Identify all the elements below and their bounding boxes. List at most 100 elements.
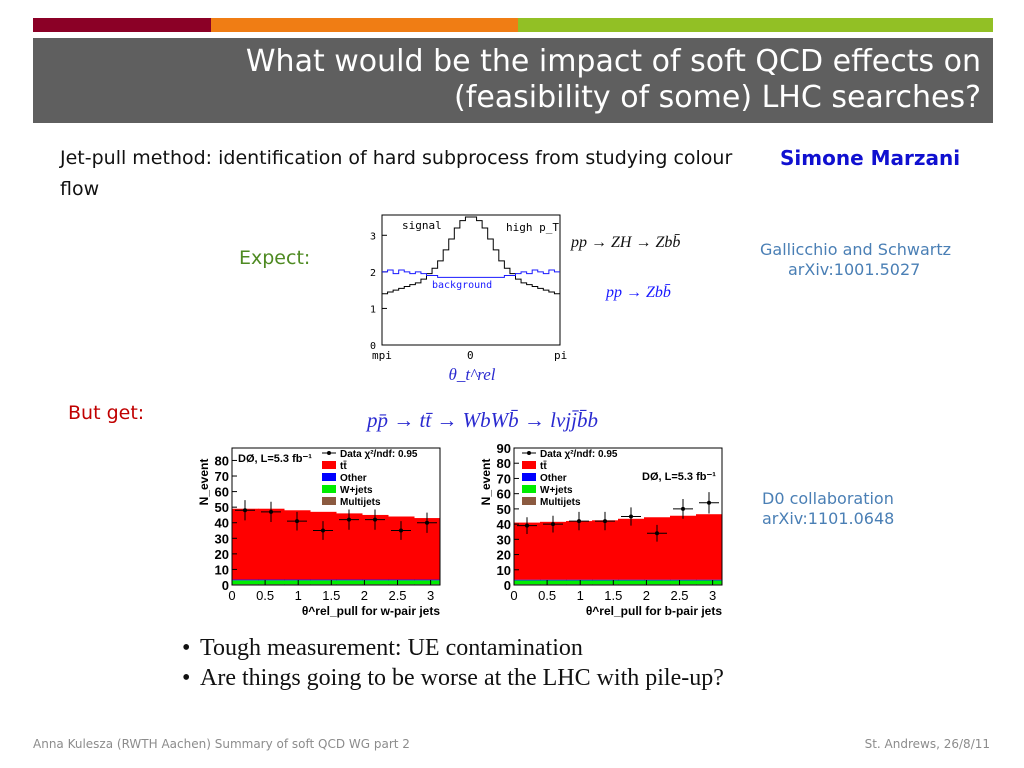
accent-bar-green [518,18,993,32]
reference-gallicchio-authors: Gallicchio and Schwartz [760,240,952,259]
chart1-xlabel: θ_t^rel [449,365,496,384]
chart2-bar-wjets [310,580,337,585]
chart1-annotation-background: background [432,280,492,291]
chart3-data-point [681,506,685,511]
chart3-xtick-label: 0 [510,588,517,603]
slide-title: What would be the impact of soft QCD eff… [245,44,981,115]
chart3-xtick-label: 1 [577,588,584,603]
accent-bar-orange [211,18,518,32]
title-box: What would be the impact of soft QCD eff… [33,38,993,123]
chart2-xtick-label: 2 [361,588,368,603]
footer-right: St. Andrews, 26/8/11 [864,737,990,751]
chart1-ytick-label: 0 [370,341,376,352]
chart2-ytick-label: 0 [222,578,229,593]
chart3-xlabel: θ^rel_pull for b-pair jets [586,604,723,618]
chart1-annotation-signal: signal [402,219,442,232]
chart3-bar-other [514,579,541,581]
chart2-legend-swatch [322,461,336,469]
chart2-data-point [321,528,325,533]
chart1-xtick-0: 0 [467,349,474,362]
chart3-bar-wjets [592,580,619,585]
chart3-ylabel: N_event [479,459,493,506]
chart2-legend-label: Data χ²/ndf: 0.95 [340,449,418,460]
chart2-bar-other [232,579,259,581]
chart3-legend-marker [527,451,531,455]
chart3-bar-tt [592,520,619,580]
chart3-bar-wjets [540,580,567,585]
reference-d0-arxiv: arXiv:1101.0648 [762,509,895,528]
reference-d0-collab: D0 collaboration [762,489,894,508]
chart3-legend-swatch [522,485,536,493]
chart3-bar-wjets [644,580,671,585]
chart1-ytick-label: 2 [370,268,376,279]
chart3-legend-label: tt̄ [540,460,547,472]
chart3-data-point [655,531,659,536]
chart3-ytick-label: 20 [497,548,511,563]
chart2-legend-swatch [322,485,336,493]
chart3-ytick-label: 40 [497,517,511,532]
chart2-xtick-label: 2.5 [388,588,406,603]
chart2-ytick-label: 10 [215,562,229,577]
chart2-bar-other [284,579,311,581]
chart3-data-point [629,514,633,519]
chart3-data-point [707,500,711,505]
chart2-bar-other [362,579,389,581]
chart2-data-point [425,520,429,525]
chart3-bar-other [696,579,723,581]
chart3-data-point [577,519,581,524]
chart2-legend-label: W+jets [340,485,373,496]
chart3-legend-label: Other [540,473,567,484]
chart2-legend-label: Multijets [340,497,381,508]
chart3-ytick-label: 90 [497,441,511,456]
chart1-frame [381,214,561,346]
chart2-legend-label: Other [340,473,367,484]
chart3-legend-label: Data χ²/ndf: 0.95 [540,449,618,460]
chart3-experiment-label: DØ, L=5.3 fb⁻¹ [642,471,716,483]
chart2-xtick-label: 1 [295,588,302,603]
chart3-bar-tt [566,521,593,580]
bullet-item: Tough measurement: UE contamination [182,633,724,663]
chart1-ytick-label: 1 [370,304,376,315]
chart3-xtick-label: 2 [643,588,650,603]
chart2-bar-other [388,579,415,581]
chart3-ytick-label: 30 [497,532,511,547]
chart2-ytick-label: 40 [215,516,229,531]
chart2-legend-label: tt̄ [340,460,347,472]
chart3-bar-wjets [696,580,723,585]
chart2-ytick-label: 30 [215,531,229,546]
chart3-ytick-label: 50 [497,502,511,517]
chart3-bar-tt [696,514,723,580]
chart2-bar-wjets [284,580,311,585]
chart2-bar-tt [232,508,259,580]
chart3-legend-swatch [522,461,536,469]
chart3-ytick-label: 0 [504,578,511,593]
chart2-frame [231,447,441,586]
equation-zbb: pp → Zbb̄ [606,284,671,301]
chart3-legend-swatch [522,473,536,481]
chart1-xtick-mpi: mpi [372,349,392,362]
chart2-legend-marker [327,451,331,455]
intro-text: Jet-pull method: identification of hard … [60,147,733,200]
chart1-series-signal [382,216,560,295]
chart2-bar-other [310,579,337,581]
chart2-bar-other [414,579,441,581]
chart3-bar-other [644,579,671,581]
chart3-xtick-label: 1.5 [604,588,622,603]
chart3-ytick-label: 10 [497,563,511,578]
chart2-bar-wjets [258,580,285,585]
reference-gallicchio: Gallicchio and Schwartz arXiv:1001.5027 [760,240,951,280]
chart2-legend-swatch [322,497,336,505]
chart2-ytick-label: 60 [215,485,229,500]
chart1-annotation-highpt: high p_T [506,221,559,234]
author-name: Simone Marzani [780,146,961,170]
chart2-ylabel: N_event [197,459,211,506]
expect-label: Expect: [239,247,311,269]
chart3-legend-swatch [522,497,536,505]
chart2-data-point [243,508,247,513]
chart2-data-point [373,517,377,522]
chart3-bar-wjets [514,580,541,585]
chart2-xlabel: θ^rel_pull for w-pair jets [302,604,441,618]
reference-gallicchio-arxiv: arXiv:1001.5027 [788,260,921,279]
chart3-xtick-label: 2.5 [670,588,688,603]
footer-left: Anna Kulesza (RWTH Aachen) Summary of so… [33,737,410,751]
